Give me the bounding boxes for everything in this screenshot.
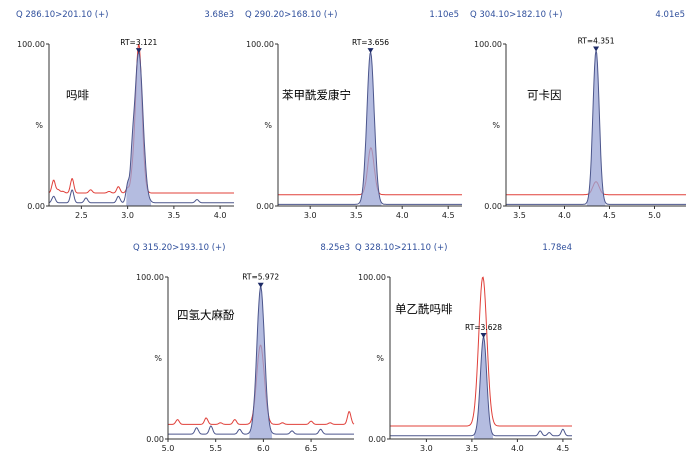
- x-tick-label: 3.5: [513, 211, 526, 220]
- series-line-blue: [390, 336, 572, 437]
- transition-label: Q 328.10>211.10 (+): [355, 243, 447, 253]
- peak-area-fill: [126, 52, 152, 206]
- retention-time-label: RT=4.351: [578, 36, 615, 45]
- x-tick-label: 5.0: [648, 211, 661, 220]
- y-tick-label: 0.00: [368, 435, 386, 444]
- x-tick-label: 3.5: [466, 444, 479, 453]
- x-tick-label: 4.0: [396, 211, 409, 220]
- compound-name: 可卡因: [527, 88, 562, 102]
- x-tick-label: 3.0: [304, 211, 317, 220]
- y-tick-label: 0.00: [146, 435, 164, 444]
- y-axis-percent-label: %: [264, 121, 272, 130]
- x-tick-label: 6.5: [305, 444, 318, 453]
- transition-label: Q 304.10>182.10 (+): [470, 10, 562, 20]
- intensity-label: 3.68e3: [204, 10, 234, 20]
- x-tick-label: 5.0: [162, 444, 175, 453]
- chromatogram-1: Q 286.10>201.10 (+) 3.68e3 100.00% 0.00 2.5 3…: [16, 10, 234, 220]
- series-line-blue: [278, 50, 462, 205]
- chromatogram-2: Q 290.20>168.10 (+) 1.10e5 100.00% 0.00 3.0 3…: [245, 10, 462, 220]
- chromatogram-3: Q 304.10>182.10 (+) 4.01e5 100.00% 0.00 3.5 4…: [470, 10, 686, 220]
- y-tick-label: 100.00: [17, 40, 45, 49]
- rt-marker: [593, 46, 600, 52]
- x-tick-label: 4.0: [511, 444, 524, 453]
- chromatogram-5: Q 328.10>211.10 (+) 1.78e4 100.00% 0.00 3.0 3…: [355, 243, 572, 453]
- x-tick-label: 5.5: [209, 444, 222, 453]
- rt-marker: [135, 48, 142, 54]
- chromatogram-4: Q 315.20>193.10 (+) 8.25e3 100.00% 0.005.0 5…: [133, 243, 355, 453]
- y-tick-label: 0.00: [256, 202, 274, 211]
- peak-area-fill: [359, 52, 382, 207]
- series-line-red: [390, 276, 572, 427]
- x-tick-label: 4.5: [557, 444, 570, 453]
- x-tick-label: 3.5: [350, 211, 363, 220]
- transition-label: Q 290.20>168.10 (+): [245, 10, 337, 20]
- y-tick-label: 100.00: [136, 273, 164, 282]
- y-tick-label: 100.00: [474, 40, 502, 49]
- rt-marker: [257, 282, 264, 288]
- x-tick-label: 4.0: [558, 211, 571, 220]
- compound-name: 四氢大麻酚: [177, 308, 235, 322]
- y-tick-label: 100.00: [246, 40, 274, 49]
- compound-name: 苯甲酰爱康宁: [282, 88, 351, 102]
- peak-area-fill: [474, 337, 494, 439]
- y-tick-label: 100.00: [358, 273, 386, 282]
- intensity-label: 4.01e5: [655, 10, 685, 20]
- x-tick-label: 4.5: [442, 211, 455, 220]
- y-axis-percent-label: %: [35, 121, 43, 130]
- compound-name: 单乙酰吗啡: [395, 302, 453, 316]
- x-tick-label: 2.5: [75, 211, 88, 220]
- retention-time-label: RT=3.121: [120, 38, 157, 47]
- x-tick-label: 6.0: [257, 444, 270, 453]
- y-tick-label: 0.00: [27, 202, 45, 211]
- x-tick-label: 3.0: [420, 444, 433, 453]
- compound-name: 吗啡: [66, 88, 89, 102]
- y-tick-label: 0.00: [484, 202, 502, 211]
- retention-time-label: RT=5.972: [242, 273, 279, 282]
- transition-label: Q 286.10>201.10 (+): [16, 10, 108, 20]
- transition-label: Q 315.20>193.10 (+): [133, 243, 225, 253]
- intensity-label: 1.10e5: [429, 10, 459, 20]
- intensity-label: 8.25e3: [320, 243, 350, 253]
- peak-area-fill: [249, 287, 273, 439]
- series-line-blue: [48, 50, 234, 204]
- retention-time-label: RT=3.628: [465, 323, 502, 332]
- x-tick-label: 3.5: [168, 211, 181, 220]
- peak-area-fill: [586, 50, 606, 206]
- y-axis-percent-label: %: [492, 121, 500, 130]
- x-tick-label: 4.5: [603, 211, 616, 220]
- rt-marker: [367, 48, 374, 54]
- retention-time-label: RT=3.656: [352, 38, 389, 47]
- y-axis-percent-label: %: [376, 354, 384, 363]
- x-tick-label: 3.0: [121, 211, 134, 220]
- x-tick-label: 4.0: [214, 211, 227, 220]
- y-axis-percent-label: %: [154, 354, 162, 363]
- rt-marker: [480, 332, 487, 338]
- intensity-label: 1.78e4: [542, 243, 572, 253]
